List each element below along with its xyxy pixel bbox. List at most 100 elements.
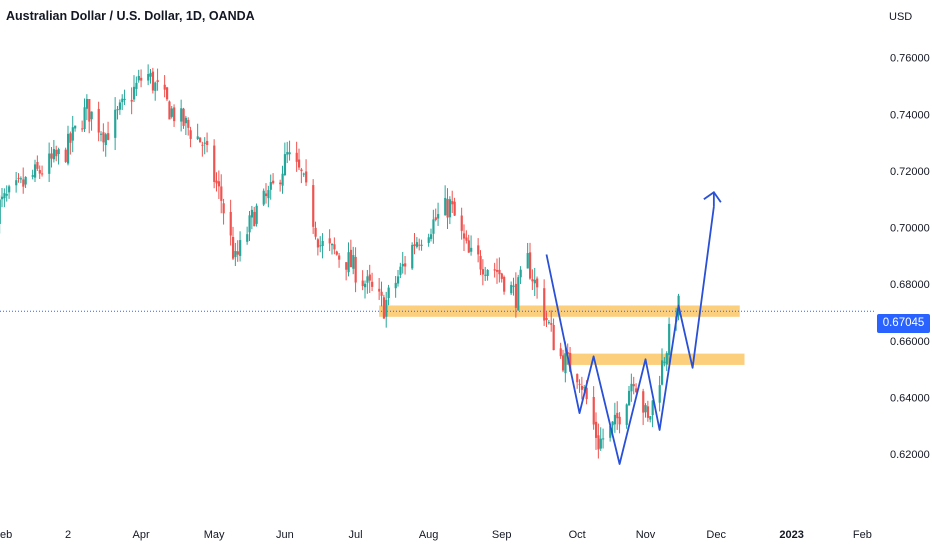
candle: [481, 259, 485, 286]
candle: [632, 376, 635, 395]
x-tick-label: Dec: [706, 529, 726, 541]
time-axis[interactable]: eb 2 Apr May Jun Jul Aug Sep Oct Nov Dec 2023 Feb: [0, 529, 872, 541]
pattern-drawing: [545, 190, 722, 465]
candle: [543, 279, 546, 326]
candle: [22, 167, 25, 194]
candle: [364, 280, 367, 299]
candle: [135, 76, 138, 96]
x-tick-label: Feb: [853, 529, 872, 541]
candle: [420, 239, 423, 251]
candle: [333, 237, 336, 255]
candle: [149, 69, 152, 84]
candle: [15, 171, 18, 193]
candle: [486, 269, 489, 281]
candle: [71, 115, 74, 153]
candle: [550, 310, 553, 332]
candle: [335, 250, 338, 256]
candle: [514, 272, 518, 318]
candle: [239, 231, 242, 262]
candle: [137, 69, 140, 83]
candle: [646, 400, 650, 422]
candle: [526, 242, 529, 269]
candle: [597, 423, 600, 459]
candle: [536, 276, 539, 299]
support-resistance-zones: [379, 305, 745, 365]
candle: [545, 312, 548, 328]
candle: [34, 159, 37, 183]
candle: [380, 281, 383, 307]
candle: [552, 318, 555, 351]
candle: [213, 139, 216, 189]
candle: [467, 234, 470, 253]
candle: [36, 155, 39, 171]
candle: [38, 165, 41, 179]
candle: [529, 242, 532, 280]
candle: [232, 226, 235, 260]
candle: [366, 269, 369, 294]
candle: [236, 240, 239, 262]
zone-1[interactable]: [379, 305, 740, 317]
wave-pattern-line[interactable]: [545, 206, 715, 465]
candle: [382, 294, 386, 319]
candle: [199, 137, 202, 143]
candle: [484, 266, 487, 282]
candle: [1, 188, 4, 208]
candle: [649, 416, 652, 423]
candle: [203, 137, 206, 155]
candle: [399, 262, 402, 279]
candle: [385, 291, 388, 328]
candle: [448, 196, 452, 225]
candle: [151, 67, 155, 94]
candle: [305, 159, 308, 186]
candle: [123, 89, 126, 105]
candle: [5, 185, 8, 202]
candle: [510, 281, 513, 296]
candle: [170, 105, 173, 119]
zone-2[interactable]: [563, 353, 745, 365]
candlestick-series: [0, 64, 680, 459]
candle: [463, 224, 466, 252]
candle: [427, 233, 430, 247]
candle: [411, 242, 414, 270]
candle: [361, 270, 364, 291]
candle: [114, 97, 117, 151]
candle: [279, 179, 282, 192]
x-tick-label: eb: [0, 529, 12, 541]
candle: [578, 379, 581, 393]
candle: [0, 195, 1, 234]
candle: [503, 275, 506, 295]
candle: [394, 276, 397, 298]
x-tick-label: 2023: [779, 529, 803, 541]
candle: [477, 238, 480, 263]
candle: [154, 81, 157, 101]
candle: [397, 270, 400, 287]
candle: [298, 148, 301, 170]
candle: [496, 258, 499, 284]
candle: [644, 403, 647, 418]
candle: [81, 120, 84, 132]
candle: [8, 184, 11, 199]
candle: [206, 132, 209, 153]
candle: [189, 126, 192, 148]
candle: [479, 250, 482, 276]
candle: [88, 98, 91, 134]
candle: [31, 169, 34, 180]
candle: [85, 94, 89, 121]
candle: [451, 190, 454, 213]
candle: [453, 197, 456, 216]
candle: [328, 229, 331, 252]
candle: [17, 173, 20, 183]
candle: [250, 205, 254, 230]
candle: [288, 140, 291, 161]
candle: [446, 188, 449, 229]
candle: [118, 99, 122, 115]
candle: [401, 251, 404, 274]
price-axis[interactable]: 0.76000 0.74000 0.72000 0.70000 0.68000 0.660…: [890, 53, 930, 461]
x-tick-label: Jun: [276, 529, 294, 541]
x-tick-label: Sep: [492, 529, 512, 541]
candle: [470, 235, 473, 256]
candle: [300, 167, 303, 184]
candle: [286, 141, 289, 164]
candle: [283, 142, 287, 176]
